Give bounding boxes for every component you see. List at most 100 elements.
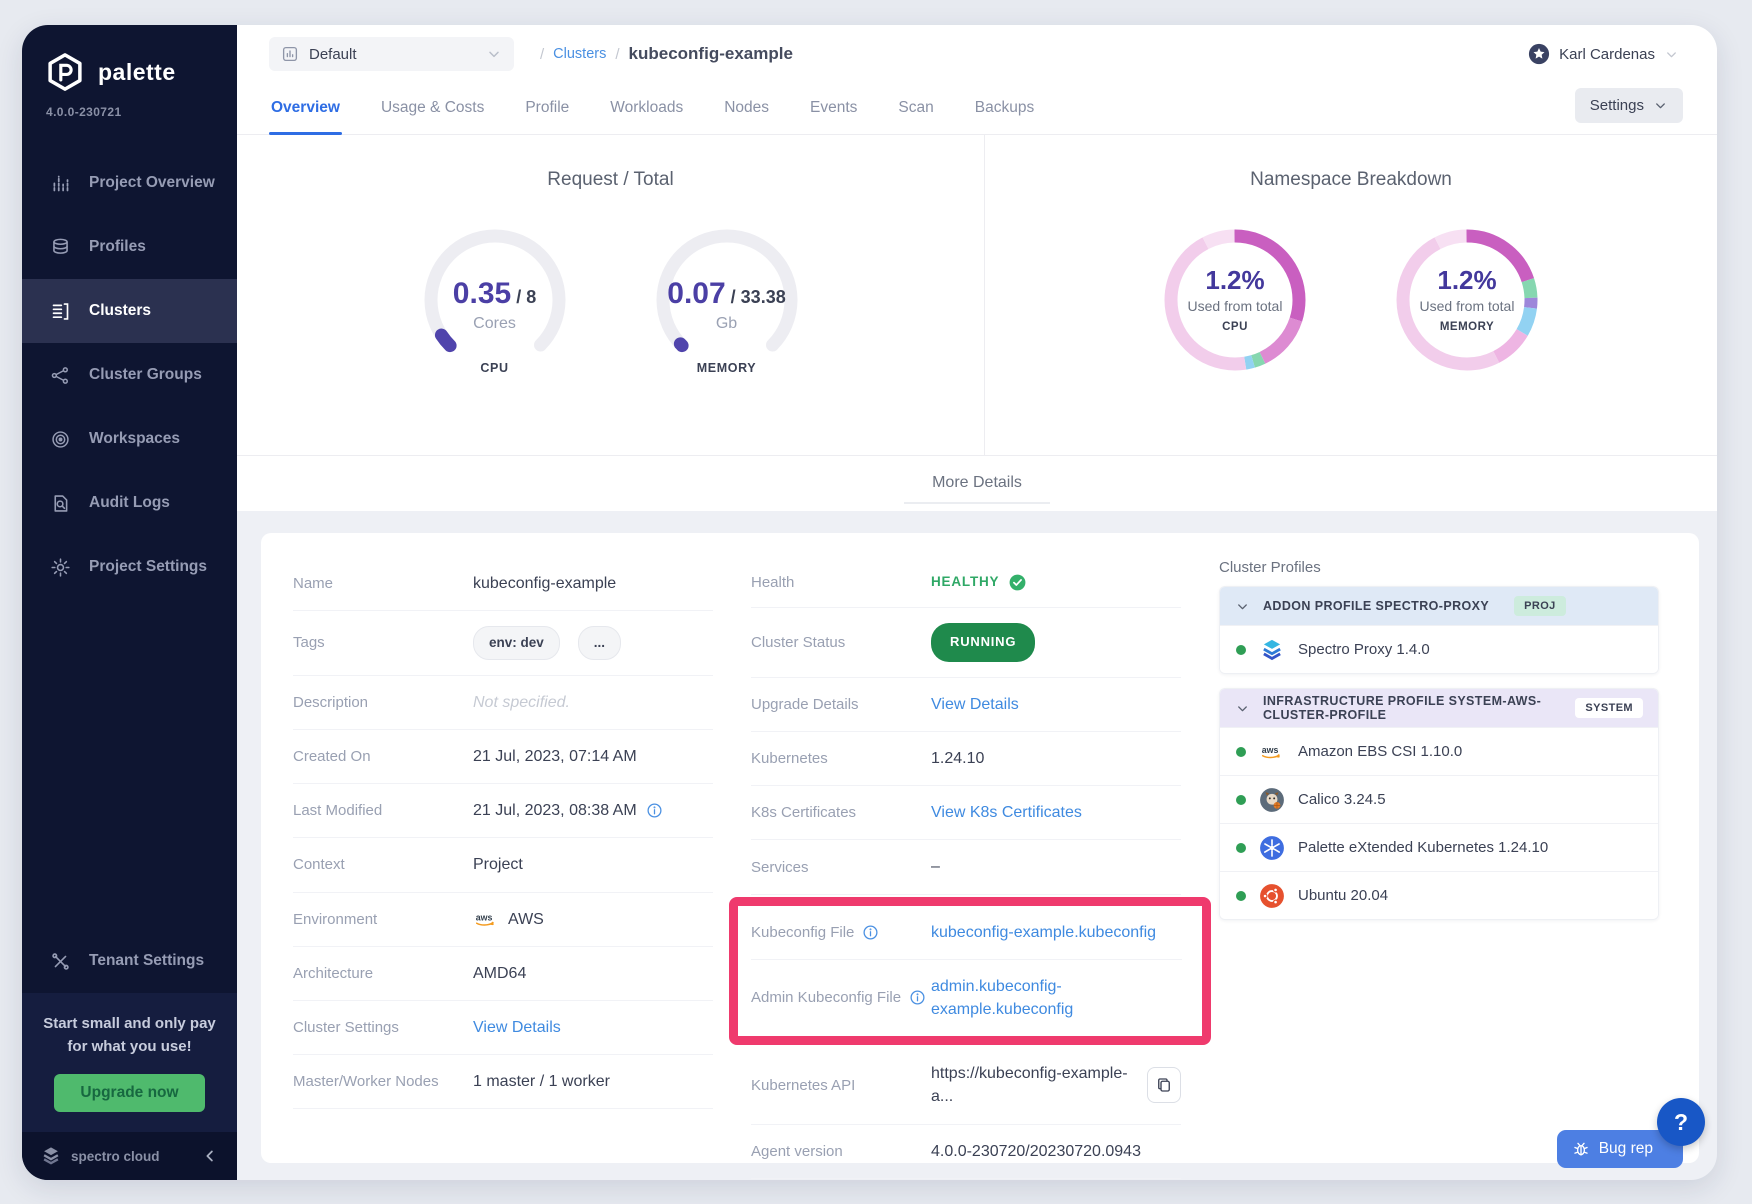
breadcrumb-link-clusters[interactable]: Clusters [553, 46, 606, 62]
gauge-value: 0.07 / 33.38 [652, 277, 802, 311]
gauge-readout: 0.07 / 33.38 Gb [652, 277, 802, 333]
sidebar-item-label: Audit Logs [89, 494, 170, 512]
tab-backups[interactable]: Backups [973, 99, 1036, 134]
detail-value: View K8s Certificates [931, 801, 1082, 824]
tab-usage-costs[interactable]: Usage & Costs [379, 99, 486, 134]
project-selector[interactable]: Default [269, 37, 514, 71]
help-button[interactable]: ? [1657, 1098, 1705, 1146]
cluster-profiles-title: Cluster Profiles [1219, 559, 1659, 576]
donuts-row: 1.2%Used from totalCPU1.2%Used from tota… [985, 225, 1717, 375]
k8s-certificates-link[interactable]: View K8s Certificates [931, 801, 1082, 824]
profile-pack-item[interactable]: Ubuntu 20.04 [1220, 871, 1658, 919]
detail-label: Cluster Settings [293, 1019, 473, 1036]
k8s-icon [1259, 835, 1285, 861]
detail-label: K8s Certificates [751, 804, 931, 821]
user-name: Karl Cardenas [1559, 46, 1655, 63]
upgrade-details-link[interactable]: View Details [931, 693, 1019, 716]
profile-group-header[interactable]: ADDON PROFILE SPECTRO-PROXYPROJ [1220, 587, 1658, 625]
collapse-sidebar-icon[interactable] [201, 1147, 219, 1165]
donut-caption: Used from total [1392, 298, 1542, 314]
detail-label: Kubernetes [751, 750, 931, 767]
sidebar-item-project-settings[interactable]: Project Settings [22, 535, 237, 599]
detail-row-kubernetes-api: Kubernetes APIhttps://kubeconfig-example… [751, 1047, 1181, 1124]
sidebar-item-profiles[interactable]: Profiles [22, 215, 237, 279]
breadcrumb-separator: / [615, 46, 619, 63]
tab-nodes[interactable]: Nodes [722, 99, 771, 134]
sidebar-item-cluster-groups[interactable]: Cluster Groups [22, 343, 237, 407]
detail-value: kubeconfig-example.kubeconfig [931, 921, 1156, 944]
detail-row-created-on: Created On21 Jul, 2023, 07:14 AM [293, 730, 713, 784]
request-total-chart: Request / Total 0.35 / 8CoresCPU0.07 / 3… [237, 135, 985, 455]
detail-row-admin-kubeconfig-file: Admin Kubeconfig Fileadmin.kubeconfig-ex… [751, 960, 1182, 1036]
detail-label: Master/Worker Nodes [293, 1073, 473, 1090]
profile-groups: ADDON PROFILE SPECTRO-PROXYPROJSpectro P… [1219, 586, 1659, 920]
sidebar-nav: Project OverviewProfiles Clusters Cluster … [22, 151, 237, 599]
profile-pack-item[interactable]: Palette eXtended Kubernetes 1.24.10 [1220, 823, 1658, 871]
sidebar-item-label: Clusters [89, 302, 151, 320]
aws-icon: aws [473, 911, 499, 928]
detail-row-description: DescriptionNot specified. [293, 676, 713, 730]
detail-row-master-worker-nodes: Master/Worker Nodes1 master / 1 worker [293, 1055, 713, 1109]
donut-readout: 1.2%Used from totalMEMORY [1392, 265, 1542, 333]
svg-text:aws: aws [1262, 744, 1279, 754]
profile-pack-item[interactable]: Spectro Proxy 1.4.0 [1220, 625, 1658, 673]
kubeconfig-file-link[interactable]: kubeconfig-example.kubeconfig [931, 921, 1156, 944]
chart-title: Namespace Breakdown [985, 169, 1717, 191]
detail-value: https://kubeconfig-example-a... [931, 1062, 1181, 1108]
chart-title: Request / Total [237, 169, 984, 191]
donut-cpu: 1.2%Used from totalCPU [1160, 225, 1310, 375]
tab-overview[interactable]: Overview [269, 99, 342, 134]
settings-button[interactable]: Settings [1575, 88, 1683, 123]
detail-label: Architecture [293, 965, 473, 982]
profile-group-header[interactable]: INFRASTRUCTURE PROFILE SYSTEM-AWS-CLUSTE… [1220, 689, 1658, 727]
tab-profile[interactable]: Profile [523, 99, 571, 134]
user-menu[interactable]: Karl Cardenas [1528, 43, 1679, 65]
admin-kubeconfig-file-link[interactable]: admin.kubeconfig-example.kubeconfig [931, 975, 1149, 1021]
copy-button[interactable] [1147, 1067, 1181, 1103]
cluster-settings-link[interactable]: View Details [473, 1016, 561, 1039]
chart-box-icon [281, 45, 299, 63]
status-dot [1236, 795, 1246, 805]
detail-value: awsAWS [473, 908, 544, 931]
more-details-button[interactable]: More Details [904, 464, 1050, 504]
detail-label: Admin Kubeconfig File [751, 989, 931, 1006]
detail-value: 1 master / 1 worker [473, 1070, 610, 1093]
tab-scan[interactable]: Scan [896, 99, 935, 134]
profile-pack-item[interactable]: awsAmazon EBS CSI 1.10.0 [1220, 727, 1658, 775]
pack-name: Ubuntu 20.04 [1298, 887, 1388, 904]
tab-workloads[interactable]: Workloads [608, 99, 685, 134]
sidebar-item-workspaces[interactable]: Workspaces [22, 407, 237, 471]
sidebar-item-audit-logs[interactable]: Audit Logs [22, 471, 237, 535]
sidebar-item-label: Workspaces [89, 430, 180, 448]
sidebar-item-tenant-settings[interactable]: Tenant Settings [22, 929, 237, 993]
gauge-unit: Gb [652, 315, 802, 333]
pack-name: Palette eXtended Kubernetes 1.24.10 [1298, 839, 1548, 856]
profile-pack-item[interactable]: Calico 3.24.5 [1220, 775, 1658, 823]
sidebar-item-label: Project Settings [89, 558, 207, 576]
calico-icon [1259, 787, 1285, 813]
detail-value: kubeconfig-example [473, 572, 616, 595]
tools-icon [50, 951, 71, 972]
palette-logo-icon [44, 51, 86, 93]
footer-brand-name: spectro cloud [71, 1149, 160, 1164]
detail-label: Services [751, 859, 931, 876]
gauge-label: CPU [420, 361, 570, 375]
detail-label: Agent version [751, 1143, 931, 1160]
detail-value: env: dev... [473, 626, 630, 660]
sidebar-item-clusters[interactable]: Clusters [22, 279, 237, 343]
donut-memory: 1.2%Used from totalMEMORY [1392, 225, 1542, 375]
detail-row-services: Services– [751, 840, 1181, 894]
breadcrumb: / Clusters / kubeconfig-example [540, 44, 793, 64]
details-column-middle: HealthHEALTHYCluster StatusRUNNINGUpgrad… [751, 557, 1181, 1179]
layers-icon [50, 237, 71, 258]
upgrade-now-button[interactable]: Upgrade now [54, 1074, 204, 1112]
tag-pill[interactable]: ... [578, 626, 621, 660]
sidebar-item-project-overview[interactable]: Project Overview [22, 151, 237, 215]
tab-events[interactable]: Events [808, 99, 859, 134]
sidebar-bottom: Tenant Settings Start small and only pay… [22, 929, 237, 1180]
namespace-breakdown-chart: Namespace Breakdown 1.2%Used from totalC… [985, 135, 1717, 455]
avatar-icon [1528, 43, 1550, 65]
donut-label: MEMORY [1392, 321, 1542, 333]
detail-value: 4.0.0-230720/20230720.0943 [931, 1140, 1141, 1163]
gauges-row: 0.35 / 8CoresCPU0.07 / 33.38GbMEMORY [237, 225, 984, 375]
